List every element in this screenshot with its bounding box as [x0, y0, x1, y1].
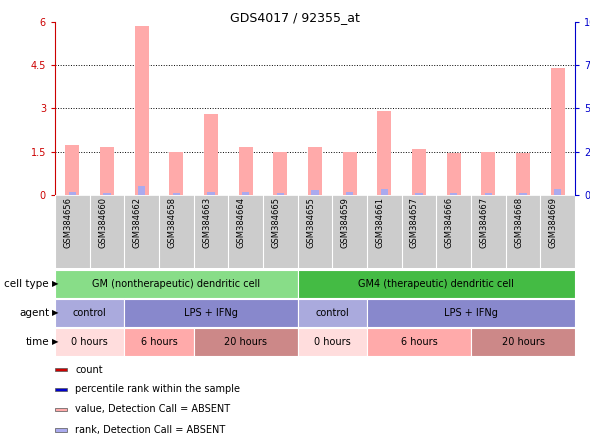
- Text: GSM384656: GSM384656: [63, 197, 73, 248]
- Bar: [298, 270, 575, 298]
- Bar: [65, 145, 79, 195]
- Bar: [367, 328, 471, 356]
- Text: ▶: ▶: [52, 280, 58, 289]
- Text: GSM384655: GSM384655: [306, 197, 315, 248]
- Bar: [204, 114, 218, 195]
- Text: ▶: ▶: [52, 337, 58, 346]
- Text: GM (nontherapeutic) dendritic cell: GM (nontherapeutic) dendritic cell: [92, 279, 260, 289]
- Bar: [471, 195, 506, 268]
- Bar: [124, 299, 298, 327]
- Text: value, Detection Call = ABSENT: value, Detection Call = ABSENT: [76, 404, 231, 414]
- Bar: [332, 195, 367, 268]
- Text: cell type: cell type: [5, 279, 49, 289]
- Bar: [68, 191, 76, 195]
- Text: GSM384661: GSM384661: [375, 197, 384, 248]
- Bar: [519, 193, 527, 195]
- Text: 20 hours: 20 hours: [224, 337, 267, 347]
- Bar: [277, 193, 284, 195]
- Bar: [194, 328, 298, 356]
- Bar: [308, 147, 322, 195]
- Bar: [124, 195, 159, 268]
- Text: GSM384657: GSM384657: [410, 197, 419, 248]
- Bar: [298, 299, 367, 327]
- Bar: [135, 26, 149, 195]
- Bar: [450, 193, 457, 195]
- Bar: [381, 189, 388, 195]
- Text: 6 hours: 6 hours: [140, 337, 178, 347]
- Bar: [55, 328, 124, 356]
- Bar: [55, 408, 67, 411]
- Text: GSM384667: GSM384667: [479, 197, 489, 248]
- Bar: [194, 195, 228, 268]
- Text: time: time: [25, 337, 49, 347]
- Text: GM4 (therapeutic) dendritic cell: GM4 (therapeutic) dendritic cell: [358, 279, 514, 289]
- Text: GSM384663: GSM384663: [202, 197, 211, 248]
- Bar: [298, 195, 332, 268]
- Bar: [298, 328, 367, 356]
- Bar: [402, 195, 437, 268]
- Text: 20 hours: 20 hours: [502, 337, 545, 347]
- Text: LPS + IFNg: LPS + IFNg: [184, 308, 238, 318]
- Text: GSM384659: GSM384659: [340, 197, 350, 248]
- Bar: [100, 147, 114, 195]
- Bar: [55, 388, 67, 391]
- Text: GSM384662: GSM384662: [133, 197, 142, 248]
- Text: control: control: [316, 308, 349, 318]
- Bar: [367, 195, 402, 268]
- Bar: [412, 149, 426, 195]
- Bar: [228, 195, 263, 268]
- Bar: [484, 193, 492, 195]
- Text: GDS4017 / 92355_at: GDS4017 / 92355_at: [230, 11, 360, 24]
- Bar: [367, 299, 575, 327]
- Text: GSM384664: GSM384664: [237, 197, 245, 248]
- Bar: [311, 190, 319, 195]
- Bar: [207, 191, 215, 195]
- Bar: [516, 153, 530, 195]
- Bar: [55, 195, 90, 268]
- Text: count: count: [76, 365, 103, 375]
- Text: 0 hours: 0 hours: [314, 337, 350, 347]
- Bar: [242, 192, 250, 195]
- Bar: [124, 328, 194, 356]
- Bar: [437, 195, 471, 268]
- Text: control: control: [73, 308, 107, 318]
- Bar: [263, 195, 298, 268]
- Bar: [159, 195, 194, 268]
- Bar: [239, 147, 253, 195]
- Text: 0 hours: 0 hours: [71, 337, 108, 347]
- Bar: [506, 195, 540, 268]
- Text: GSM384665: GSM384665: [271, 197, 280, 248]
- Bar: [55, 368, 67, 371]
- Bar: [55, 428, 67, 432]
- Bar: [554, 189, 562, 195]
- Bar: [55, 270, 298, 298]
- Bar: [172, 193, 180, 195]
- Text: percentile rank within the sample: percentile rank within the sample: [76, 385, 240, 394]
- Bar: [343, 152, 356, 195]
- Bar: [273, 152, 287, 195]
- Text: GSM384660: GSM384660: [98, 197, 107, 248]
- Bar: [378, 111, 391, 195]
- Text: GSM384666: GSM384666: [445, 197, 454, 248]
- Text: rank, Detection Call = ABSENT: rank, Detection Call = ABSENT: [76, 425, 225, 435]
- Bar: [90, 195, 124, 268]
- Bar: [540, 195, 575, 268]
- Bar: [169, 152, 183, 195]
- Text: 6 hours: 6 hours: [401, 337, 437, 347]
- Bar: [447, 153, 461, 195]
- Bar: [138, 186, 146, 195]
- Bar: [471, 328, 575, 356]
- Text: agent: agent: [19, 308, 49, 318]
- Text: GSM384669: GSM384669: [549, 197, 558, 248]
- Text: ▶: ▶: [52, 309, 58, 317]
- Bar: [55, 299, 124, 327]
- Text: GSM384658: GSM384658: [168, 197, 176, 248]
- Text: GSM384668: GSM384668: [514, 197, 523, 248]
- Text: LPS + IFNg: LPS + IFNg: [444, 308, 498, 318]
- Bar: [415, 193, 423, 195]
- Bar: [550, 68, 565, 195]
- Bar: [346, 192, 353, 195]
- Bar: [481, 152, 495, 195]
- Bar: [103, 193, 111, 195]
